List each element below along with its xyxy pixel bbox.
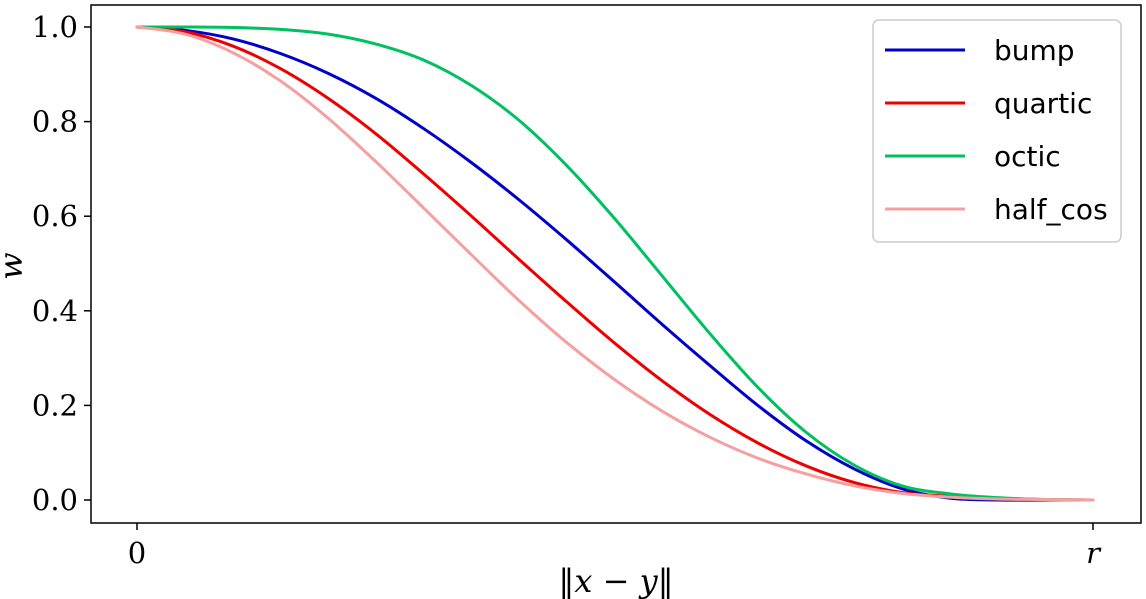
x-axis-label: ‖x − y‖ — [558, 562, 673, 599]
y-tick-label: 0.8 — [32, 105, 78, 139]
legend: bump quartic octic half_cos — [872, 19, 1122, 243]
y-tick-label: 0.2 — [32, 388, 78, 422]
axes: 0.0 0.2 0.4 0.6 0.8 1.0 0 r — [32, 10, 1102, 570]
y-tick-label: 0.0 — [32, 483, 78, 517]
y-axis-label: w — [0, 252, 30, 279]
y-tick-label: 0.6 — [32, 199, 78, 233]
series-line-octic — [135, 25, 1095, 502]
y-tick-label: 1.0 — [32, 10, 78, 44]
legend-box — [872, 19, 1122, 243]
x-tick-label: 0 — [128, 536, 146, 570]
legend-label: bump — [994, 34, 1075, 67]
legend-label: half_cos — [994, 193, 1108, 226]
legend-label: quartic — [994, 87, 1092, 120]
y-tick-label: 0.4 — [32, 294, 78, 328]
series-line-half-cos — [135, 25, 1095, 502]
series-lines — [135, 25, 1095, 502]
legend-label: octic — [994, 140, 1061, 173]
x-tick-label: r — [1086, 536, 1102, 570]
